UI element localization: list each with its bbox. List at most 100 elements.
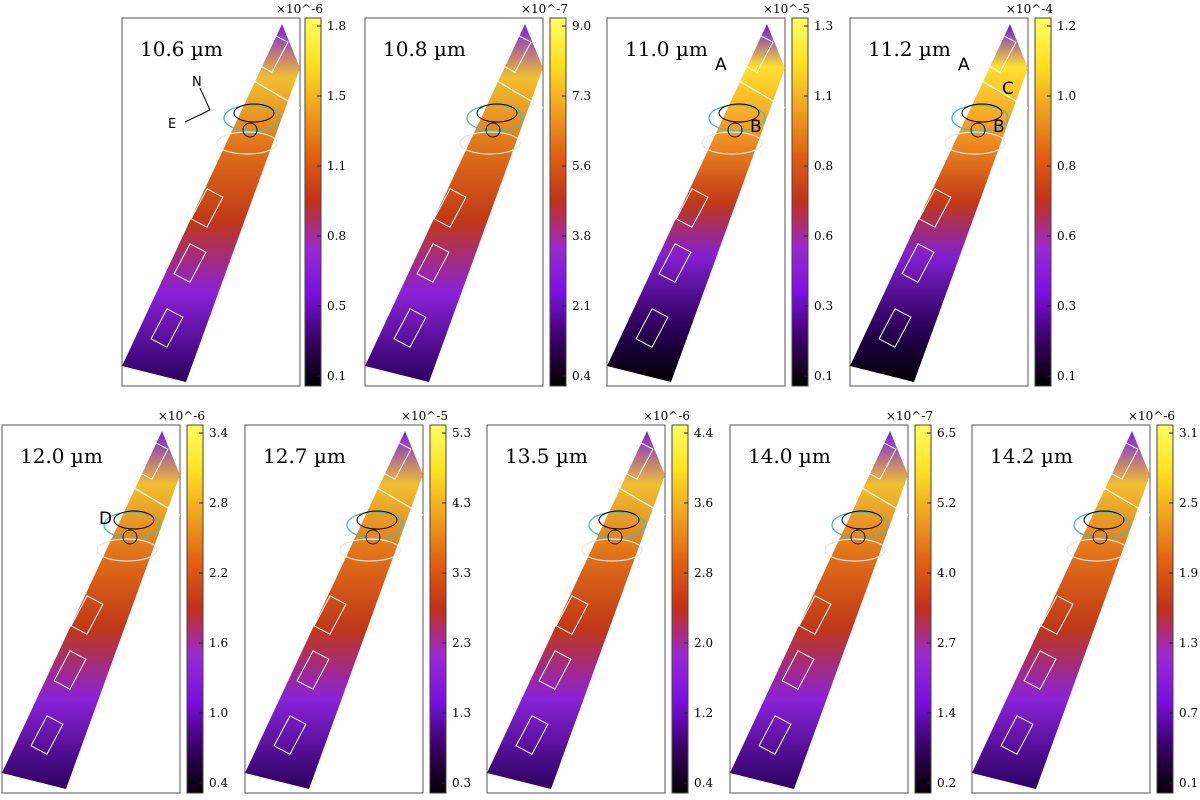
panel-title: 13.5 µm — [505, 444, 588, 468]
colorbar — [671, 424, 689, 794]
colorbar-exponent: ×10^-5 — [763, 2, 810, 16]
panel-title: 10.8 µm — [383, 37, 466, 61]
aperture-box — [393, 308, 427, 348]
colorbar-exponent: ×10^-6 — [643, 409, 690, 423]
contour-white — [96, 538, 158, 562]
source-circle — [1092, 529, 1108, 545]
aperture-box — [30, 715, 64, 755]
source-circle — [607, 529, 623, 545]
colorbar-tick-label: 1.9 — [1179, 566, 1198, 580]
panel-8: 14.0 µm ×10^-7 6.5 5.2 4.0 2.7 1.4 0.2 — [729, 409, 956, 794]
contour-black — [1083, 510, 1125, 530]
source-circle — [970, 122, 986, 138]
colorbar-tick-label: 0.4 — [572, 369, 591, 383]
colorbar-tick-label: 1.0 — [209, 706, 228, 720]
panel-1: 10.6 µm N E ×10^-6 1.8 1.5 1.1 0.8 0.5 0.1 — [121, 2, 346, 387]
aperture-box — [878, 308, 912, 348]
colorbar-tick-label: 0.8 — [814, 159, 833, 173]
aperture-box — [1023, 650, 1057, 690]
contour-white — [1066, 538, 1128, 562]
colorbar — [1034, 17, 1052, 387]
aperture-box — [255, 33, 289, 73]
contour-cyan — [588, 511, 646, 539]
colorbar-tick-label: 7.3 — [572, 89, 591, 103]
contour-white — [701, 131, 763, 155]
colorbar-exponent: ×10^-6 — [276, 2, 323, 16]
source-circle — [122, 529, 138, 545]
emission-map — [487, 431, 665, 789]
colorbar-tick-label: 0.6 — [1057, 229, 1076, 243]
panel-7: 13.5 µm ×10^-6 4.4 3.6 2.8 2.0 1.2 0.4 — [486, 409, 713, 794]
colorbar-tick-label: 0.2 — [937, 776, 956, 790]
slit-edge-line — [354, 474, 424, 516]
source-circle — [365, 529, 381, 545]
aperture-box — [498, 33, 532, 73]
colorbar-tick-label: 0.1 — [1179, 776, 1198, 790]
colorbar-tick-label: 0.3 — [814, 299, 833, 313]
aperture-box — [190, 188, 224, 228]
east-arrow — [184, 109, 211, 123]
colorbar — [429, 424, 447, 794]
aperture-box — [70, 595, 104, 635]
region-label-a: A — [958, 55, 970, 75]
colorbar-tick-label: 1.8 — [327, 19, 346, 33]
aperture-box — [416, 243, 450, 283]
contour-cyan — [708, 104, 766, 132]
slit-edge-line — [959, 67, 1029, 109]
emission-map — [245, 431, 423, 789]
panel-2: 10.8 µm ×10^-7 9.0 7.3 5.6 3.8 2.1 0.4 — [364, 2, 591, 387]
aperture-box — [918, 188, 952, 228]
colorbar-exponent: ×10^-7 — [521, 2, 568, 16]
colorbar-tick-label: 3.4 — [209, 426, 228, 440]
colorbar-tick-label: 4.3 — [452, 496, 471, 510]
aperture-box — [620, 440, 654, 480]
contour-white — [216, 131, 278, 155]
colorbar-tick-label: 6.5 — [937, 426, 956, 440]
aperture-box — [901, 243, 935, 283]
colorbar-exponent: ×10^-6 — [1128, 409, 1175, 423]
contour-black — [476, 103, 518, 123]
colorbar-tick-label: 0.1 — [327, 369, 346, 383]
colorbar-tick-label: 0.1 — [814, 369, 833, 383]
colorbar-tick-label: 1.3 — [814, 19, 833, 33]
colorbar-tick-label: 2.8 — [209, 496, 228, 510]
slit-edge-line — [111, 474, 181, 516]
slit-edge-line — [1081, 474, 1151, 516]
colorbar-tick-label: 1.3 — [1179, 636, 1198, 650]
aperture-box — [53, 650, 87, 690]
aperture-box — [150, 308, 184, 348]
aperture-box — [433, 188, 467, 228]
aperture-box — [135, 440, 169, 480]
north-arrow — [199, 87, 211, 111]
emission-map — [122, 24, 300, 382]
contour-white — [581, 538, 643, 562]
slit-edge-line — [231, 67, 301, 109]
colorbar-exponent: ×10^-6 — [158, 409, 205, 423]
region-label-d: D — [99, 509, 112, 529]
slit-edge-line — [839, 474, 909, 516]
aperture-box — [675, 188, 709, 228]
colorbar-tick-label: 1.3 — [452, 706, 471, 720]
contour-black — [841, 510, 883, 530]
colorbar-tick-label: 1.1 — [814, 89, 833, 103]
colorbar-tick-label: 0.5 — [327, 299, 346, 313]
colorbar-tick-label: 2.0 — [694, 636, 713, 650]
colorbar-tick-label: 0.8 — [1057, 159, 1076, 173]
source-circle — [850, 529, 866, 545]
panel-title: 12.7 µm — [263, 444, 346, 468]
panel-5: 12.0 µm D ×10^-6 3.4 2.8 2.2 1.6 1.0 0.4 — [1, 409, 228, 794]
panel-9: 14.2 µm ×10^-6 3.1 2.5 1.9 1.3 0.7 0.1 — [971, 409, 1198, 794]
colorbar — [1156, 424, 1174, 794]
region-label-c: C — [1002, 79, 1014, 99]
contour-black — [113, 510, 155, 530]
contour-black — [598, 510, 640, 530]
east-label: E — [168, 117, 176, 132]
panel-title: 11.2 µm — [868, 37, 951, 61]
colorbar — [791, 17, 809, 387]
colorbar-tick-label: 0.1 — [1057, 369, 1076, 383]
colorbar-tick-label: 5.6 — [572, 159, 591, 173]
colorbar-tick-label: 0.4 — [694, 776, 713, 790]
colorbar-tick-label: 3.8 — [572, 229, 591, 243]
aperture-box — [1105, 440, 1139, 480]
contour-white — [824, 538, 886, 562]
